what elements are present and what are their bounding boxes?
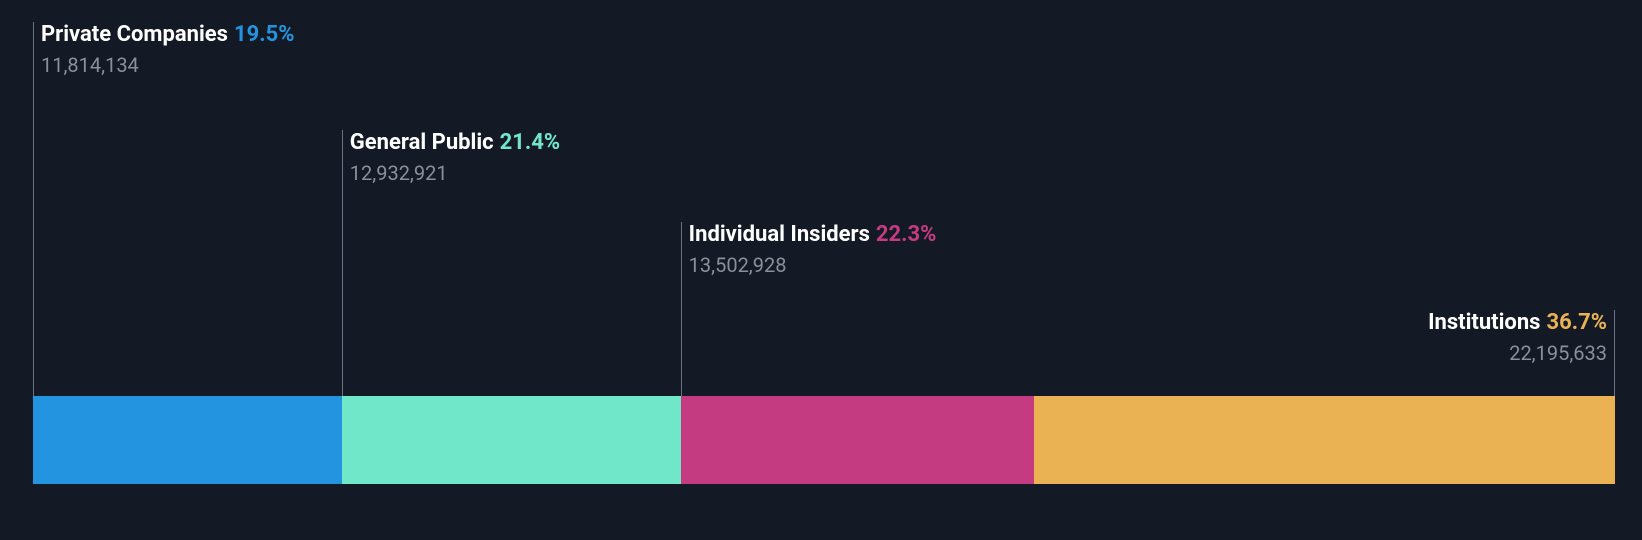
ownership-breakdown-chart: Private Companies19.5% 11,814,134 General … (0, 0, 1642, 540)
bar-segment-individual-insiders (681, 396, 1034, 484)
segment-name: Private Companies (41, 22, 228, 47)
bar-segment-institutions (1034, 396, 1615, 484)
guide-line-individual-insiders (681, 222, 682, 396)
bar-segment-private-companies (33, 396, 342, 484)
segment-percent: 19.5% (234, 22, 295, 47)
label-individual-insiders: Individual Insiders22.3% 13,502,928 (689, 222, 937, 277)
guide-line-general-public (342, 130, 343, 396)
segment-name: Individual Insiders (689, 222, 870, 247)
segment-value: 11,814,134 (41, 53, 294, 77)
segment-percent: 22.3% (876, 222, 937, 247)
segment-value: 12,932,921 (350, 161, 560, 185)
segment-value: 22,195,633 (1428, 341, 1607, 365)
label-general-public: General Public21.4% 12,932,921 (350, 130, 560, 185)
segment-name: Institutions (1428, 310, 1540, 335)
segment-value: 13,502,928 (689, 253, 937, 277)
segment-percent: 36.7% (1546, 310, 1607, 335)
stacked-bar (33, 396, 1615, 484)
segment-percent: 21.4% (500, 130, 561, 155)
label-private-companies: Private Companies19.5% 11,814,134 (41, 22, 294, 77)
guide-line-private-companies (33, 22, 34, 396)
label-institutions: Institutions36.7% 22,195,633 (1428, 310, 1607, 365)
segment-name: General Public (350, 130, 494, 155)
guide-line-institutions (1614, 310, 1615, 396)
bar-segment-general-public (342, 396, 681, 484)
